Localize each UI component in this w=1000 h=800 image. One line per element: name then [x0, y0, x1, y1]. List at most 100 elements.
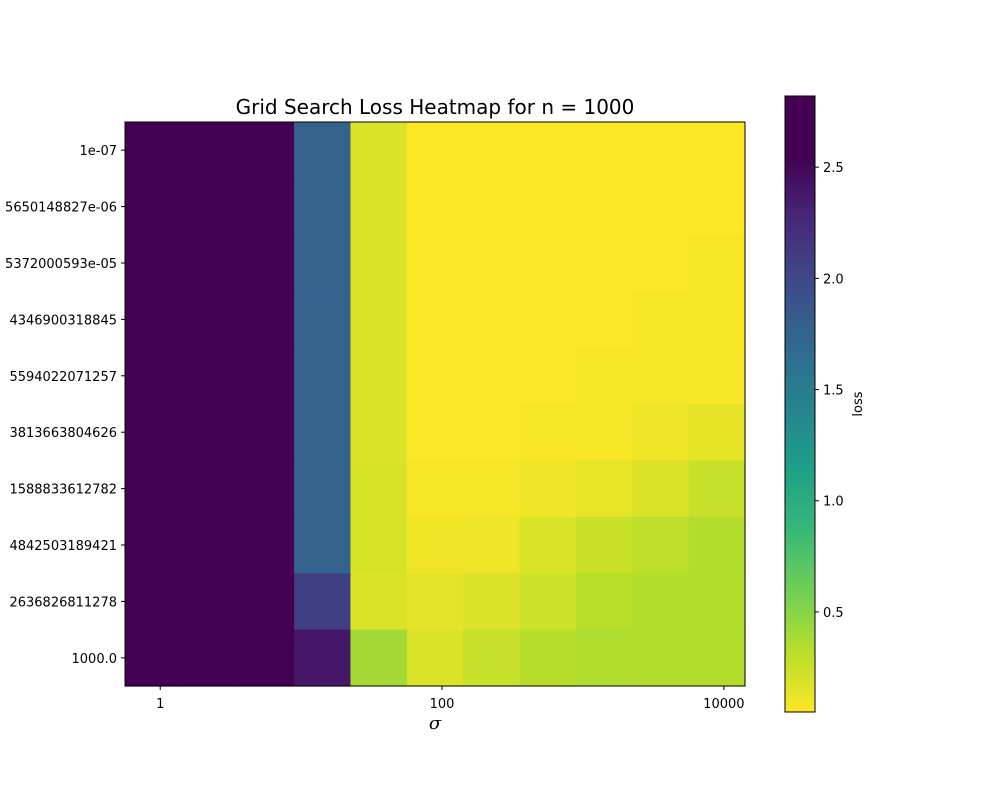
heatmap-cell [688, 347, 746, 405]
heatmap-cell [519, 122, 577, 179]
heatmap-cell [125, 291, 182, 349]
heatmap-cell [463, 347, 521, 405]
heatmap-cell [181, 178, 239, 236]
heatmap-cell [350, 404, 408, 461]
heatmap-cell [406, 629, 464, 687]
colorbar-tick-label: 1.0 [823, 495, 844, 510]
y-axis-ticks: 1e-07 5650148827e-06 5372000593e-05 4346900… [5, 144, 125, 667]
heatmap-cell [688, 629, 746, 687]
x-axis-label: σ [429, 713, 442, 734]
heatmap-cell [519, 404, 577, 461]
heatmap-cell [237, 460, 295, 518]
x-axis-ticks: 1 100 10000 [156, 686, 745, 712]
heatmap-cell [632, 573, 690, 631]
plot-frame [124, 121, 746, 687]
heatmap-cell [350, 460, 408, 518]
heatmap-cell [350, 573, 408, 631]
heatmap-cell [125, 629, 182, 687]
colorbar-tick-label: 2.0 [823, 272, 844, 287]
heatmap-cell [294, 347, 352, 405]
heatmap-cell [125, 178, 182, 236]
y-tick-label: 5372000593e-05 [5, 257, 117, 272]
heatmap-cell [181, 516, 239, 574]
heatmap-cell [575, 291, 633, 349]
heatmap-cell [519, 460, 577, 518]
colorbar [784, 95, 816, 713]
heatmap-cell [632, 234, 690, 292]
heatmap-cell [463, 178, 521, 236]
heatmap-cell [125, 347, 182, 405]
heatmap-cell [575, 178, 633, 236]
heatmap-cell [463, 404, 521, 461]
heatmap-cell [181, 573, 239, 631]
heatmap-cell [181, 404, 239, 461]
heatmap-cell [463, 234, 521, 292]
heatmap-cell [125, 573, 182, 631]
heatmap-cell [406, 573, 464, 631]
y-tick-label: 1e-07 [79, 144, 117, 159]
heatmap-cell [463, 573, 521, 631]
chart-title: Grid Search Loss Heatmap for n = 1000 [236, 95, 635, 119]
heatmap-cell [237, 291, 295, 349]
heatmap-cell [406, 122, 464, 179]
heatmap-cell [519, 629, 577, 687]
heatmap-cell [125, 234, 182, 292]
colorbar-tick-label: 2.5 [823, 161, 844, 176]
heatmap-cell [294, 516, 352, 574]
heatmap-cell [406, 516, 464, 574]
heatmap-cell [688, 122, 746, 179]
heatmap-cell [237, 347, 295, 405]
heatmap-cell [350, 516, 408, 574]
y-tick-label: 2636826811278 [9, 595, 117, 610]
heatmap-cell [350, 178, 408, 236]
heatmap-cell [632, 291, 690, 349]
heatmap-cell [237, 629, 295, 687]
heatmap-cell [632, 178, 690, 236]
heatmap-cell [294, 573, 352, 631]
heatmap-cell [688, 234, 746, 292]
heatmap-cell [632, 516, 690, 574]
heatmap-cell [632, 347, 690, 405]
heatmap-cell [688, 573, 746, 631]
heatmap-cell [294, 404, 352, 461]
y-tick-label: 4842503189421 [9, 539, 117, 554]
heatmap-cell [181, 629, 239, 687]
heatmap-cell [688, 460, 746, 518]
y-tick-label: 1588833612782 [9, 483, 117, 498]
y-tick-label: 4346900318845 [9, 313, 117, 328]
heatmap-cell [463, 629, 521, 687]
heatmap-cell [688, 404, 746, 461]
heatmap-cell [519, 347, 577, 405]
heatmap-cell [350, 234, 408, 292]
y-tick-label: 5650148827e-06 [5, 201, 117, 216]
heatmap-cell [575, 234, 633, 292]
heatmap-cell [406, 460, 464, 518]
heatmap-cell [463, 516, 521, 574]
heatmap-cell [406, 178, 464, 236]
heatmap-cell [350, 122, 408, 179]
heatmap-cell [237, 516, 295, 574]
heatmap-cell [519, 234, 577, 292]
heatmap-cell [181, 347, 239, 405]
heatmap-cell [463, 122, 521, 179]
x-tick-label: 100 [430, 697, 455, 712]
heatmap-cell [181, 234, 239, 292]
heatmap-cell [237, 122, 295, 179]
heatmap-cell [350, 291, 408, 349]
heatmap-cell [688, 178, 746, 236]
heatmap-cell [125, 460, 182, 518]
heatmap-cell [237, 573, 295, 631]
heatmap-cell [406, 347, 464, 405]
heatmap-cell [294, 629, 352, 687]
heatmap-cell [575, 460, 633, 518]
heatmap-cell [575, 629, 633, 687]
heatmap-cell [519, 516, 577, 574]
heatmap-cell [632, 122, 690, 179]
y-tick-label: 1000.0 [72, 652, 118, 667]
colorbar-tick-label: 1.5 [823, 384, 844, 399]
y-tick-label: 5594022071257 [9, 370, 117, 385]
heatmap-cell [237, 178, 295, 236]
heatmap-cell [125, 516, 182, 574]
heatmap-cell [181, 291, 239, 349]
